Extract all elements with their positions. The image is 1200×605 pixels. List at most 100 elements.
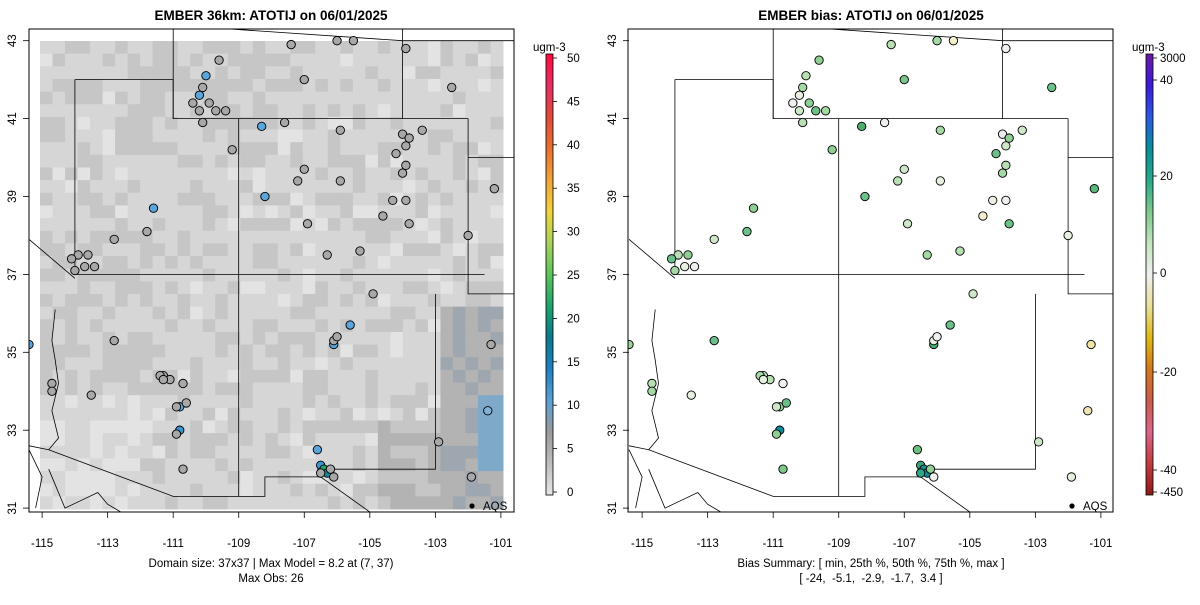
colorbar-tick-label: 0 xyxy=(1160,268,1166,280)
heatmap-cell xyxy=(52,78,66,93)
heatmap-cell xyxy=(102,420,116,434)
heatmap-cell xyxy=(352,445,366,459)
heatmap-cell xyxy=(365,483,379,497)
heatmap-cell xyxy=(327,420,341,434)
heatmap-cell xyxy=(90,218,104,232)
state-border xyxy=(917,293,1036,470)
heatmap-cell xyxy=(277,433,291,447)
heatmap-cell xyxy=(190,369,204,384)
heatmap-cell xyxy=(440,293,454,308)
heatmap-cell xyxy=(452,230,466,244)
heatmap-cell xyxy=(152,483,166,497)
heatmap-cell xyxy=(177,167,191,181)
heatmap-cell xyxy=(115,306,129,320)
heatmap-cell xyxy=(427,104,441,118)
heatmap-cell xyxy=(90,483,104,497)
heatmap-cell xyxy=(490,104,504,118)
heatmap-cell xyxy=(465,433,479,447)
heatmap-cell xyxy=(40,41,54,55)
heatmap-cell xyxy=(252,230,266,244)
heatmap-cell xyxy=(252,433,266,447)
observation-point xyxy=(486,339,496,350)
heatmap-cell xyxy=(202,382,216,396)
heatmap-cell xyxy=(90,205,104,219)
heatmap-cell xyxy=(190,205,204,219)
heatmap-cell xyxy=(452,433,466,447)
heatmap-cell xyxy=(415,281,429,295)
heatmap-cell xyxy=(40,104,54,118)
heatmap-cell xyxy=(377,154,391,168)
heatmap-cell xyxy=(377,230,391,244)
heatmap-cell xyxy=(227,293,241,308)
heatmap-cell xyxy=(265,344,279,358)
heatmap-cell xyxy=(452,344,466,358)
heatmap-cell xyxy=(52,154,66,168)
heatmap-cell xyxy=(202,180,216,194)
observation-point xyxy=(335,125,345,135)
heatmap-cell xyxy=(427,243,441,257)
heatmap-cell xyxy=(40,78,54,93)
heatmap-cell xyxy=(390,104,404,118)
heatmap-cell xyxy=(340,382,354,396)
heatmap-cell xyxy=(152,230,166,244)
bias-point xyxy=(899,74,909,85)
heatmap-cell xyxy=(490,445,504,459)
heatmap-cell xyxy=(215,41,229,55)
heatmap-cell xyxy=(77,331,91,346)
observation-point xyxy=(401,141,411,151)
heatmap-cell xyxy=(327,319,341,333)
heatmap-cell xyxy=(427,180,441,194)
heatmap-cell xyxy=(290,433,304,447)
heatmap-cell xyxy=(290,129,304,143)
heatmap-cell xyxy=(190,471,204,485)
heatmap-cell xyxy=(290,306,304,320)
heatmap-cell xyxy=(315,230,329,244)
heatmap-cell xyxy=(490,41,504,55)
bias-point xyxy=(814,55,824,65)
observation-point xyxy=(355,246,365,256)
heatmap-cell xyxy=(327,382,341,396)
heatmap-cell xyxy=(65,230,79,244)
heatmap-cell xyxy=(440,407,454,421)
heatmap-cell xyxy=(277,205,291,219)
heatmap-cell xyxy=(227,243,241,257)
heatmap-cell xyxy=(215,116,229,131)
plot-frame xyxy=(28,28,515,513)
heatmap-cell xyxy=(152,331,166,346)
heatmap-cell xyxy=(252,154,266,168)
heatmap-cell xyxy=(115,496,129,510)
heatmap-cell xyxy=(90,53,104,67)
observation-point xyxy=(198,82,208,93)
heatmap-cell xyxy=(127,293,141,308)
heatmap-cell xyxy=(277,154,291,168)
heatmap-cell xyxy=(402,357,416,371)
heatmap-cell xyxy=(240,293,254,308)
coastline xyxy=(48,309,59,450)
heatmap-cell xyxy=(202,293,216,308)
heatmap-cell xyxy=(127,433,141,447)
heatmap-cell xyxy=(115,41,129,55)
heatmap-cell xyxy=(265,91,279,105)
heatmap-cell xyxy=(65,369,79,384)
heatmap-cell xyxy=(102,382,116,396)
colorbar-tick-label: 15 xyxy=(567,357,580,369)
heatmap-cell xyxy=(177,281,191,295)
heatmap-cell xyxy=(390,319,404,333)
heatmap-cell xyxy=(452,180,466,194)
heatmap-cell xyxy=(265,483,279,497)
heatmap-cell xyxy=(415,319,429,333)
heatmap-cell xyxy=(40,293,54,308)
bias-point xyxy=(1063,230,1073,241)
heatmap-cell xyxy=(77,445,91,459)
heatmap-cell xyxy=(377,268,391,282)
heatmap-cell xyxy=(152,395,166,409)
heatmap-cell xyxy=(227,382,241,396)
heatmap-cell xyxy=(90,471,104,485)
heatmap-cell xyxy=(302,129,316,143)
heatmap-cell xyxy=(277,420,291,434)
heatmap-cell xyxy=(352,433,366,447)
bias-point xyxy=(794,106,805,116)
heatmap-cell xyxy=(202,230,216,244)
right-panel: EMBER bias: ATOTIJ on 06/01/2025 -115 -11… xyxy=(607,8,1186,585)
heatmap-cell xyxy=(240,41,254,55)
